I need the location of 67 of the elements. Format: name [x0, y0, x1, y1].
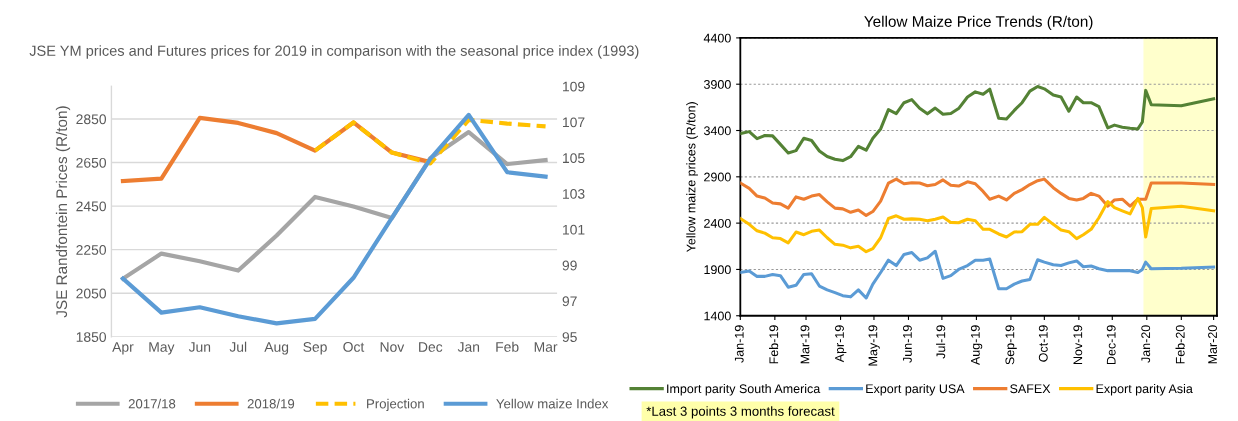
- y-tick-label: 1900: [704, 265, 731, 275]
- y-tick-label: 2400: [704, 218, 731, 228]
- y2-tick-label: 95: [562, 332, 577, 342]
- x-tick-label: Jul-19: [936, 325, 946, 359]
- chart-title: Yellow Maize Price Trends (R/ton): [864, 15, 1093, 30]
- line-series: [312, 117, 548, 166]
- y-axis-title: Yellow maize prices (R/ton): [686, 102, 698, 253]
- y-tick-label: 2650: [76, 157, 107, 168]
- y-tick-label: 2250: [76, 245, 107, 255]
- x-tick-label: May: [149, 342, 175, 355]
- line-series: [120, 112, 548, 326]
- x-tick-label: Oct: [343, 342, 365, 352]
- x-tick-label: Feb-19: [769, 325, 779, 364]
- legend-label: 2017/18: [128, 398, 176, 409]
- y2-tick-label: 97: [562, 296, 577, 307]
- y2-tick-label: 109: [563, 81, 585, 92]
- x-tick-label: Mar-20: [1208, 325, 1217, 364]
- x-tick-label: Jun-19: [902, 325, 912, 363]
- chart-title: JSE YM prices and Futures prices for 2019 in comparison with the seasonal price index (1993): [29, 45, 639, 59]
- x-tick-label: Jan-20: [1141, 325, 1151, 363]
- y2-tick-label: 107: [563, 117, 585, 128]
- y-tick-label: 4400: [703, 33, 731, 43]
- x-tick-label: Jul: [229, 341, 247, 352]
- x-tick-label: Jan: [457, 342, 480, 352]
- line-series: [740, 196, 1216, 254]
- y2-tick-label: 101: [563, 224, 585, 235]
- y-tick-label: 2450: [76, 201, 107, 212]
- x-tick-label: May-19: [868, 325, 880, 366]
- y-tick-label: 1400: [704, 311, 731, 321]
- legend-label: 2018/19: [247, 398, 295, 409]
- line-series: [740, 84, 1216, 163]
- x-tick-label: Oct-19: [1038, 325, 1048, 362]
- legend-label: Import parity South America: [667, 383, 821, 396]
- x-tick-label: Dec-19: [1106, 325, 1116, 365]
- y-tick-label: 2050: [76, 288, 107, 299]
- x-tick-label: Dec: [419, 342, 443, 352]
- line-series: [740, 249, 1216, 300]
- legend-label: Projection: [367, 398, 424, 412]
- y2-tick-label: 103: [563, 188, 585, 199]
- x-tick-label: Mar: [534, 342, 558, 352]
- y-tick-label: 3900: [703, 80, 731, 89]
- line-series: [740, 177, 1216, 217]
- y-tick-label: 2900: [704, 172, 731, 182]
- y-tick-label: 3400: [703, 126, 731, 136]
- x-tick-label: Feb-20: [1175, 325, 1185, 364]
- x-tick-label: Jan-19: [734, 325, 744, 363]
- x-tick-label: Mar-19: [800, 325, 810, 364]
- x-tick-label: Nov-19: [1073, 325, 1083, 365]
- y-tick-label: 1850: [76, 332, 107, 342]
- x-tick-label: Aug: [264, 342, 289, 355]
- x-tick-label: Apr: [112, 342, 134, 355]
- x-tick-label: Aug-19: [970, 325, 983, 366]
- x-tick-label: Jun: [188, 342, 211, 352]
- y-axis-title: JSE Randfontein Prices (R/ton): [55, 106, 71, 318]
- y2-tick-label: 99: [562, 260, 577, 271]
- y-tick-label: 2850: [76, 114, 107, 125]
- legend-label: SAFEX: [1010, 384, 1051, 394]
- x-tick-label: Feb: [496, 341, 519, 352]
- x-tick-label: Sep-19: [1005, 325, 1017, 365]
- legend-label: Yellow maize Index: [496, 398, 609, 409]
- legend-label: Export parity USA: [866, 383, 965, 396]
- y2-tick-label: 105: [563, 153, 585, 164]
- x-tick-label: Sep: [303, 342, 327, 355]
- x-tick-label: Nov: [380, 342, 405, 352]
- legend-label: Export parity Asia: [1096, 383, 1193, 396]
- text: *Last 3 points 3 months forecast: [646, 406, 835, 419]
- x-tick-label: Apr-19: [835, 325, 847, 363]
